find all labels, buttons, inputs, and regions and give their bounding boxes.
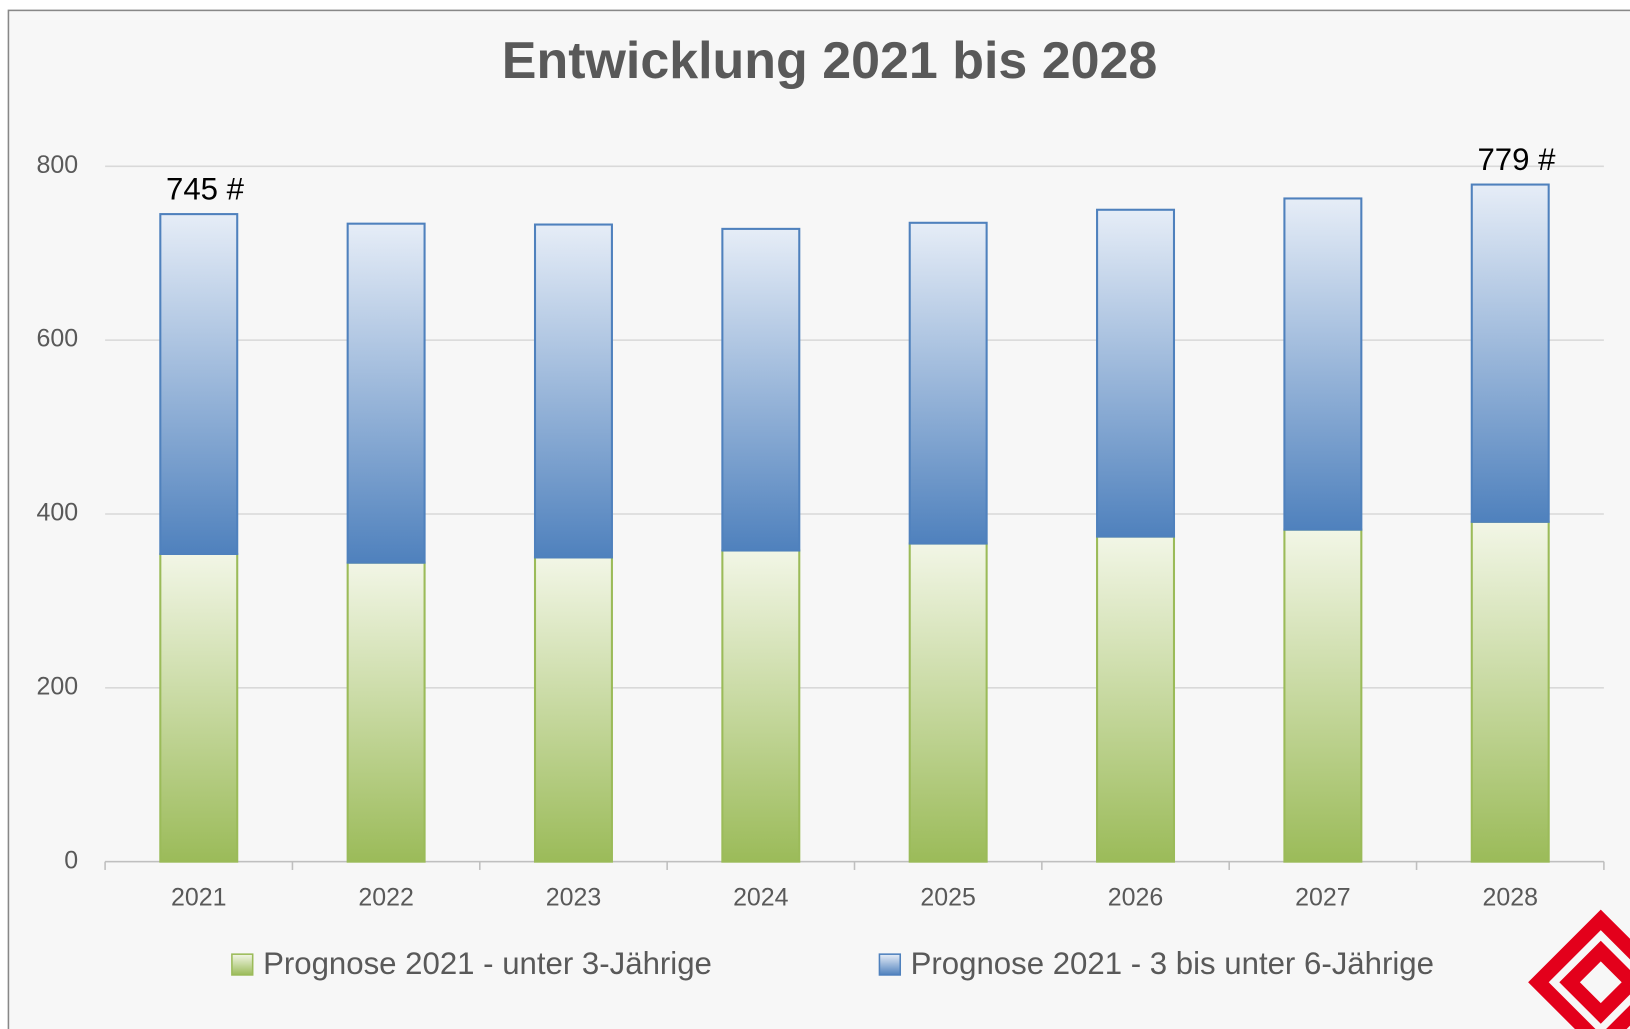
- legend-swatch: [878, 953, 902, 976]
- x-tick-label: 2024: [733, 884, 789, 912]
- y-tick-label: 200: [36, 672, 78, 700]
- x-tick-label: 2022: [358, 884, 413, 912]
- x-tick-label: 2027: [1295, 884, 1350, 912]
- y-tick-label: 600: [36, 325, 78, 353]
- bar-segment: [1283, 528, 1363, 863]
- bar-segment: [908, 542, 988, 863]
- bar-segment: [159, 552, 239, 863]
- x-tick-label: 2021: [171, 884, 226, 912]
- bar-segment: [1096, 208, 1176, 538]
- bar-segment: [1470, 183, 1550, 523]
- bar-segment: [533, 556, 613, 863]
- chart-frame: [7, 9, 1630, 1029]
- bar-segment: [533, 223, 613, 559]
- y-tick-label: 400: [36, 499, 78, 527]
- x-tick-label: 2026: [1108, 884, 1163, 912]
- x-tick-label: 2023: [546, 884, 601, 912]
- logo: [1528, 909, 1630, 1029]
- chart-title: Entwicklung 2021 bis 2028: [502, 32, 1157, 90]
- total-label: 779 #: [1477, 142, 1556, 177]
- bar-segment: [1470, 520, 1550, 863]
- x-tick-label: 2025: [920, 884, 975, 912]
- bar-segment: [721, 227, 801, 552]
- y-tick-label: 0: [64, 846, 78, 874]
- bar-segment: [1096, 535, 1176, 863]
- y-tick-label: 800: [36, 151, 78, 179]
- bar-segment: [159, 213, 239, 556]
- bar-segment: [721, 549, 801, 863]
- bar-segment: [1283, 197, 1363, 531]
- bar-segment: [908, 221, 988, 545]
- legend-label: Prognose 2021 - 3 bis unter 6-Jährige: [911, 946, 1434, 981]
- legend-swatch: [231, 953, 254, 976]
- legend-label: Prognose 2021 - unter 3-Jährige: [263, 946, 712, 981]
- x-tick-label: 2028: [1482, 884, 1537, 912]
- total-label: 745 #: [166, 171, 245, 206]
- bar-segment: [346, 222, 426, 564]
- bar-segment: [346, 561, 426, 863]
